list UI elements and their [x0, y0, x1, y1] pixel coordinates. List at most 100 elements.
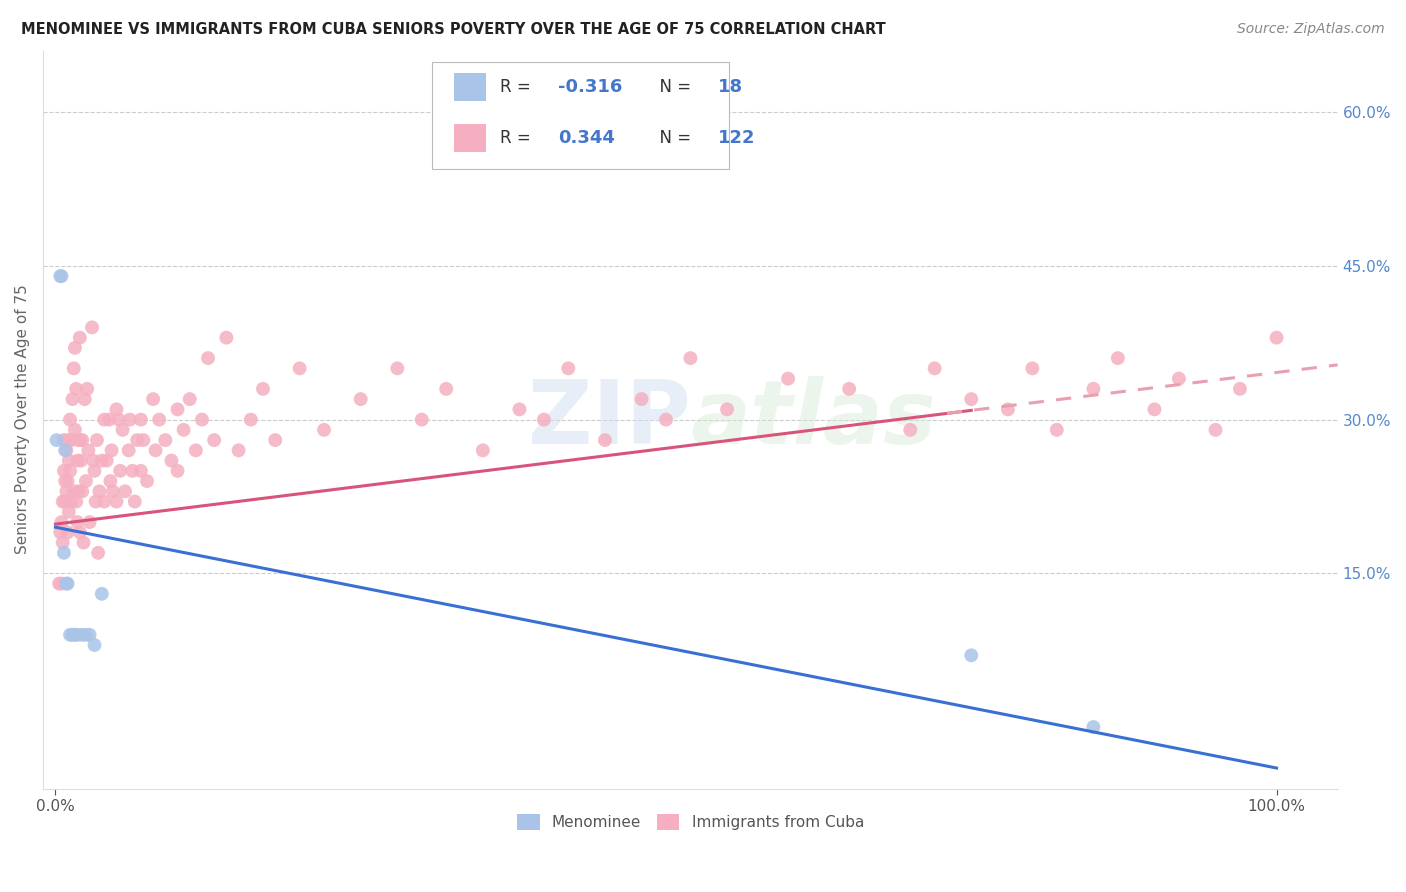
Text: MENOMINEE VS IMMIGRANTS FROM CUBA SENIORS POVERTY OVER THE AGE OF 75 CORRELATION: MENOMINEE VS IMMIGRANTS FROM CUBA SENIOR… [21, 22, 886, 37]
Text: ZIP: ZIP [527, 376, 690, 463]
Point [67, 484, 90, 499]
Point [108, 464, 131, 478]
Point [72, 484, 94, 499]
Point [62, 361, 84, 376]
Point [1021, 361, 1043, 376]
Point [65, 382, 87, 396]
Point [191, 412, 214, 426]
Point [960, 392, 983, 406]
Point [55, 443, 77, 458]
Point [53, 443, 76, 458]
Legend: Menominee, Immigrants from Cuba: Menominee, Immigrants from Cuba [510, 808, 870, 836]
Point [1083, 382, 1105, 396]
Point [87, 546, 110, 560]
Point [56, 576, 79, 591]
Y-axis label: Seniors Poverty Over the Age of 75: Seniors Poverty Over the Age of 75 [15, 285, 30, 555]
Point [118, 443, 141, 458]
Point [51, 269, 73, 284]
Point [69, 525, 91, 540]
Point [56, 525, 79, 540]
Point [136, 474, 159, 488]
Point [56, 474, 79, 488]
Point [79, 515, 101, 529]
Point [80, 320, 103, 334]
Point [82, 453, 104, 467]
Point [105, 494, 128, 508]
Point [63, 341, 86, 355]
Point [101, 484, 124, 499]
Point [90, 587, 112, 601]
Point [58, 453, 80, 467]
Point [471, 443, 494, 458]
Text: N =: N = [650, 78, 696, 95]
Point [997, 402, 1019, 417]
Point [59, 464, 82, 478]
Point [960, 648, 983, 663]
Point [1083, 720, 1105, 734]
Point [160, 453, 183, 467]
Point [778, 371, 800, 385]
Point [350, 392, 373, 406]
Point [898, 423, 921, 437]
Text: 18: 18 [717, 78, 742, 95]
Point [716, 402, 738, 417]
Point [53, 494, 76, 508]
Point [127, 433, 149, 447]
Point [145, 443, 167, 458]
Point [45, 433, 67, 447]
Point [288, 361, 311, 376]
Point [838, 382, 860, 396]
Point [72, 535, 94, 549]
Point [411, 412, 433, 426]
Point [75, 628, 97, 642]
Point [179, 392, 201, 406]
Point [252, 382, 274, 396]
Point [89, 484, 111, 499]
Text: 0.344: 0.344 [558, 128, 616, 147]
Point [59, 412, 82, 426]
Point [105, 402, 128, 417]
Point [83, 638, 105, 652]
Point [93, 494, 115, 508]
Point [90, 453, 112, 467]
Point [60, 433, 83, 447]
Point [75, 474, 97, 488]
Text: 122: 122 [717, 128, 755, 147]
Point [1229, 382, 1251, 396]
Point [93, 412, 115, 426]
Point [60, 494, 83, 508]
Point [166, 464, 188, 478]
Point [129, 464, 152, 478]
Point [132, 433, 155, 447]
Point [100, 443, 122, 458]
Point [49, 525, 72, 540]
Point [312, 423, 335, 437]
Point [215, 330, 238, 344]
Point [1107, 351, 1129, 365]
Point [655, 412, 678, 426]
Point [63, 423, 86, 437]
Point [96, 453, 118, 467]
Text: atlas: atlas [690, 376, 936, 463]
Point [49, 269, 72, 284]
Point [228, 443, 250, 458]
Point [111, 423, 134, 437]
Point [118, 412, 141, 426]
Point [59, 628, 82, 642]
Point [69, 433, 91, 447]
Point [148, 412, 170, 426]
Point [121, 464, 143, 478]
Point [67, 433, 90, 447]
Point [202, 433, 225, 447]
Point [98, 474, 121, 488]
Point [173, 423, 195, 437]
Point [52, 535, 75, 549]
Text: -0.316: -0.316 [558, 78, 623, 95]
Point [51, 576, 73, 591]
Point [630, 392, 652, 406]
Point [53, 474, 76, 488]
Point [66, 515, 89, 529]
Point [76, 382, 98, 396]
Point [197, 351, 219, 365]
Point [86, 433, 108, 447]
